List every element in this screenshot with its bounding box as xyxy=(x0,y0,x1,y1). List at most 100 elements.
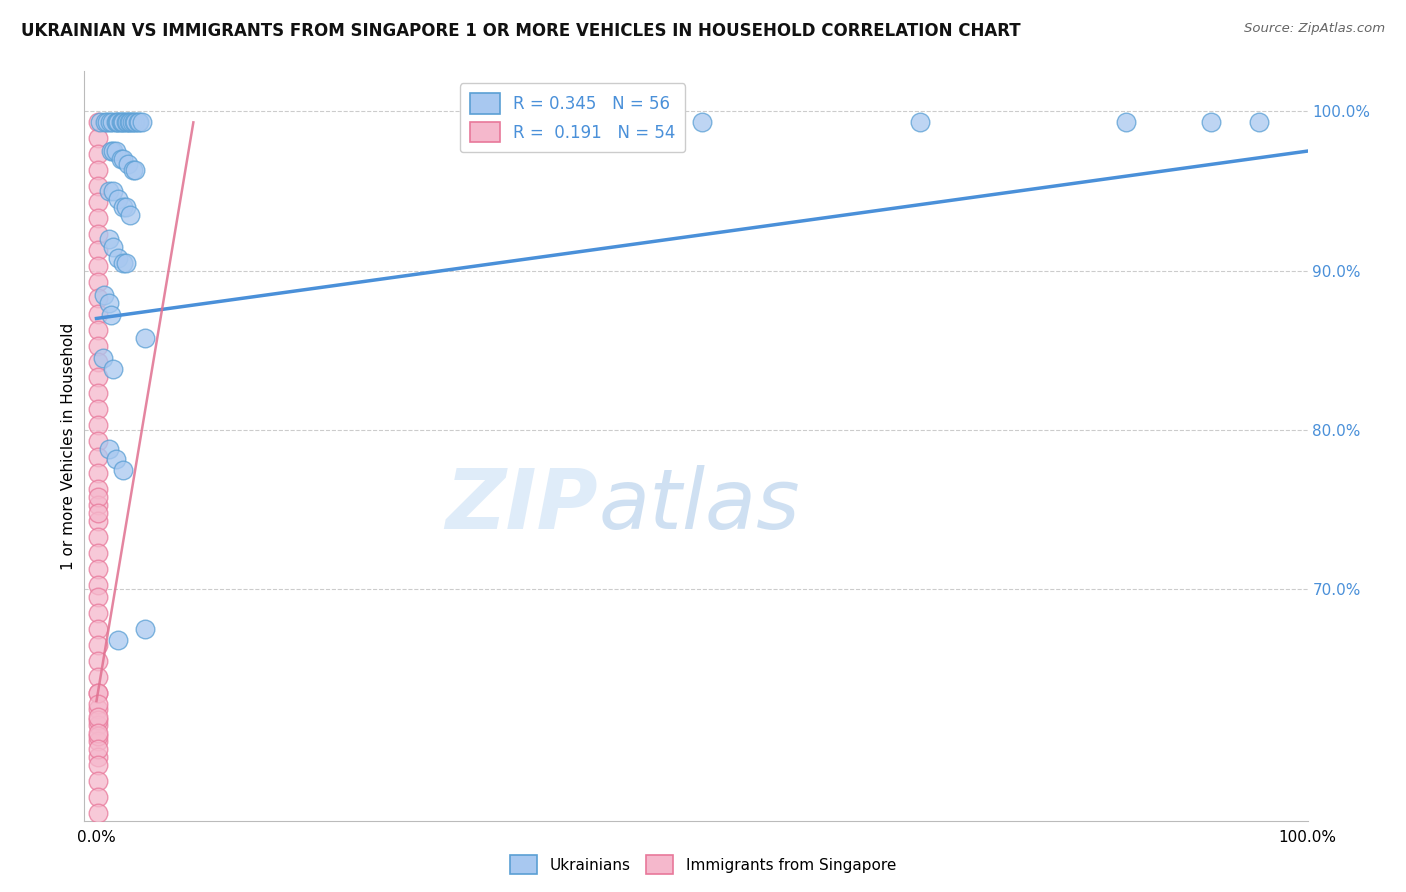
Point xyxy=(86,591,108,605)
Point xyxy=(86,163,108,178)
Point xyxy=(86,670,108,684)
Point xyxy=(86,211,108,225)
Point xyxy=(1199,115,1222,129)
Point xyxy=(86,338,108,352)
Point xyxy=(103,362,125,376)
Point xyxy=(86,291,108,305)
Point xyxy=(103,144,125,158)
Point xyxy=(96,115,118,129)
Point xyxy=(86,402,108,417)
Point xyxy=(114,200,136,214)
Legend: Ukrainians, Immigrants from Singapore: Ukrainians, Immigrants from Singapore xyxy=(503,849,903,880)
Legend: R = 0.345   N = 56, R =  0.191   N = 54: R = 0.345 N = 56, R = 0.191 N = 54 xyxy=(460,84,685,153)
Point xyxy=(98,115,121,129)
Point xyxy=(120,208,142,222)
Point xyxy=(112,463,135,477)
Text: Source: ZipAtlas.com: Source: ZipAtlas.com xyxy=(1244,22,1385,36)
Point xyxy=(86,577,108,591)
Point xyxy=(86,227,108,241)
Point xyxy=(124,163,146,178)
Point xyxy=(101,115,124,129)
Point xyxy=(86,702,108,716)
Point xyxy=(86,498,108,512)
Point xyxy=(117,157,139,171)
Point xyxy=(86,734,108,748)
Point xyxy=(86,530,108,544)
Point xyxy=(127,115,149,129)
Point xyxy=(118,115,141,129)
Point xyxy=(1249,115,1271,129)
Text: UKRAINIAN VS IMMIGRANTS FROM SINGAPORE 1 OR MORE VEHICLES IN HOUSEHOLD CORRELATI: UKRAINIAN VS IMMIGRANTS FROM SINGAPORE 1… xyxy=(21,22,1021,40)
Point xyxy=(89,115,111,129)
Point xyxy=(86,482,108,496)
Point xyxy=(86,131,108,145)
Point xyxy=(91,351,114,366)
Point xyxy=(112,200,135,214)
Point xyxy=(115,115,138,129)
Point xyxy=(114,115,136,129)
Point xyxy=(97,184,120,198)
Text: ZIP: ZIP xyxy=(446,466,598,547)
Point xyxy=(97,295,120,310)
Point xyxy=(86,323,108,337)
Point xyxy=(124,115,146,129)
Point xyxy=(908,115,931,129)
Point xyxy=(86,514,108,528)
Point xyxy=(111,115,134,129)
Point xyxy=(110,115,132,129)
Point xyxy=(86,466,108,480)
Point xyxy=(131,115,153,129)
Point xyxy=(86,726,108,740)
Point xyxy=(86,729,108,743)
Point xyxy=(86,607,108,621)
Point xyxy=(86,805,108,820)
Point xyxy=(128,115,150,129)
Point xyxy=(86,259,108,273)
Point xyxy=(86,654,108,668)
Point xyxy=(104,144,127,158)
Point xyxy=(86,623,108,637)
Text: atlas: atlas xyxy=(598,466,800,547)
Point xyxy=(86,686,108,700)
Point xyxy=(134,623,156,637)
Point xyxy=(86,506,108,520)
Point xyxy=(86,450,108,465)
Point xyxy=(114,255,136,269)
Point xyxy=(105,115,128,129)
Point xyxy=(86,434,108,449)
Point xyxy=(86,546,108,560)
Point xyxy=(86,354,108,368)
Point xyxy=(86,773,108,788)
Point xyxy=(86,638,108,652)
Point xyxy=(97,232,120,246)
Point xyxy=(86,490,108,504)
Point xyxy=(112,152,135,166)
Point xyxy=(86,750,108,764)
Point xyxy=(86,686,108,700)
Point xyxy=(112,115,135,129)
Point xyxy=(86,386,108,401)
Point xyxy=(134,330,156,344)
Point xyxy=(100,308,122,322)
Point xyxy=(121,163,143,178)
Point xyxy=(107,192,129,206)
Point xyxy=(107,115,129,129)
Point xyxy=(86,757,108,772)
Point xyxy=(86,115,108,129)
Point xyxy=(94,115,117,129)
Point xyxy=(104,115,127,129)
Point xyxy=(86,147,108,161)
Point xyxy=(110,152,132,166)
Point xyxy=(86,307,108,321)
Point xyxy=(86,562,108,576)
Point xyxy=(86,718,108,732)
Point xyxy=(86,418,108,433)
Point xyxy=(86,742,108,756)
Y-axis label: 1 or more Vehicles in Household: 1 or more Vehicles in Household xyxy=(60,322,76,570)
Point xyxy=(121,115,143,129)
Point xyxy=(122,115,145,129)
Point xyxy=(103,240,125,254)
Point xyxy=(86,789,108,804)
Point xyxy=(103,184,125,198)
Point xyxy=(86,243,108,257)
